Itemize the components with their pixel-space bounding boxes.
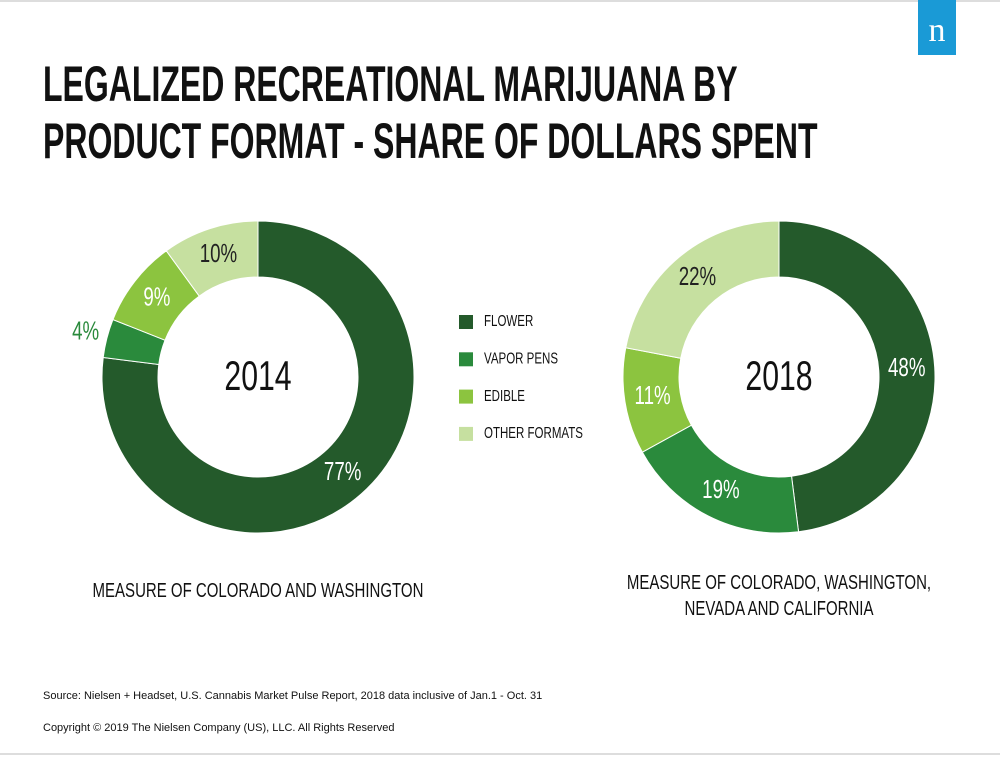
value-label: 9%: [143, 281, 170, 311]
legend-label: OTHER FORMATS: [484, 423, 583, 441]
legend-swatch: [459, 352, 473, 367]
donut-slice: [625, 220, 780, 359]
legend-swatch: [459, 389, 473, 404]
legend-label: EDIBLE: [484, 386, 525, 404]
legend-label: VAPOR PENS: [484, 349, 558, 367]
value-label: 77%: [324, 456, 361, 486]
donut-slice: [101, 220, 415, 534]
value-label: 10%: [200, 238, 237, 268]
legend-swatch: [459, 315, 473, 329]
donut-slice: [778, 220, 936, 533]
center-label: 2014: [224, 352, 291, 399]
donut-slice: [165, 220, 259, 297]
title-line: PRODUCT FORMAT - SHARE OF DOLLARS SPENT: [43, 113, 818, 169]
logo: n: [918, 0, 956, 55]
center-label: 2018: [745, 352, 812, 399]
source: Source: Nielsen + Headset, U.S. Cannabis…: [43, 690, 543, 702]
value-label: 19%: [702, 474, 739, 504]
legend-label: FLOWER: [484, 311, 533, 329]
chart-subtitle: MEASURE OF COLORADO, WASHINGTON, NEVADA …: [626, 572, 932, 620]
value-label: 22%: [679, 261, 716, 291]
value-label: 11%: [635, 380, 671, 410]
top-rule: [0, 0, 1000, 2]
legend-swatch: [459, 426, 473, 441]
bottom-rule: [0, 753, 1000, 755]
title-line: LEGALIZED RECREATIONAL MARIJUANA BY: [43, 56, 738, 112]
value-label: 48%: [888, 352, 925, 382]
chart-subtitle: MEASURE OF COLORADO AND WASHINGTON: [92, 580, 424, 602]
value-label: 4%: [72, 316, 99, 346]
copyright: Copyright © 2019 The Nielsen Company (US…: [43, 722, 395, 734]
